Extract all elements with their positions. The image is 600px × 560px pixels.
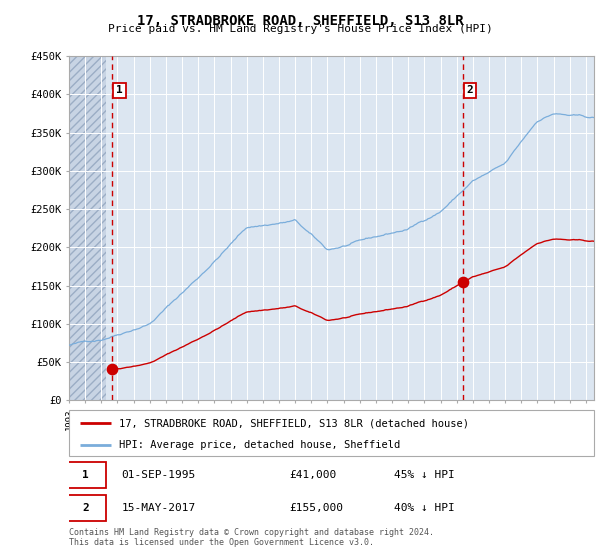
Text: 15-MAY-2017: 15-MAY-2017	[121, 503, 196, 513]
Text: 2: 2	[82, 503, 89, 513]
Text: Contains HM Land Registry data © Crown copyright and database right 2024.
This d: Contains HM Land Registry data © Crown c…	[69, 528, 434, 547]
FancyBboxPatch shape	[67, 494, 106, 521]
Text: 17, STRADBROKE ROAD, SHEFFIELD, S13 8LR: 17, STRADBROKE ROAD, SHEFFIELD, S13 8LR	[137, 14, 463, 28]
Text: £41,000: £41,000	[290, 470, 337, 480]
Text: 40% ↓ HPI: 40% ↓ HPI	[395, 503, 455, 513]
Text: 1: 1	[116, 86, 123, 95]
FancyBboxPatch shape	[67, 462, 106, 488]
Text: 45% ↓ HPI: 45% ↓ HPI	[395, 470, 455, 480]
Point	[458, 277, 467, 286]
Text: HPI: Average price, detached house, Sheffield: HPI: Average price, detached house, Shef…	[119, 440, 400, 450]
Text: 1: 1	[82, 470, 89, 480]
Text: 2: 2	[467, 86, 473, 95]
Text: Price paid vs. HM Land Registry's House Price Index (HPI): Price paid vs. HM Land Registry's House …	[107, 24, 493, 34]
Point	[107, 365, 117, 374]
Bar	[69, 56, 106, 400]
Text: 01-SEP-1995: 01-SEP-1995	[121, 470, 196, 480]
Text: 17, STRADBROKE ROAD, SHEFFIELD, S13 8LR (detached house): 17, STRADBROKE ROAD, SHEFFIELD, S13 8LR …	[119, 418, 469, 428]
Text: £155,000: £155,000	[290, 503, 343, 513]
